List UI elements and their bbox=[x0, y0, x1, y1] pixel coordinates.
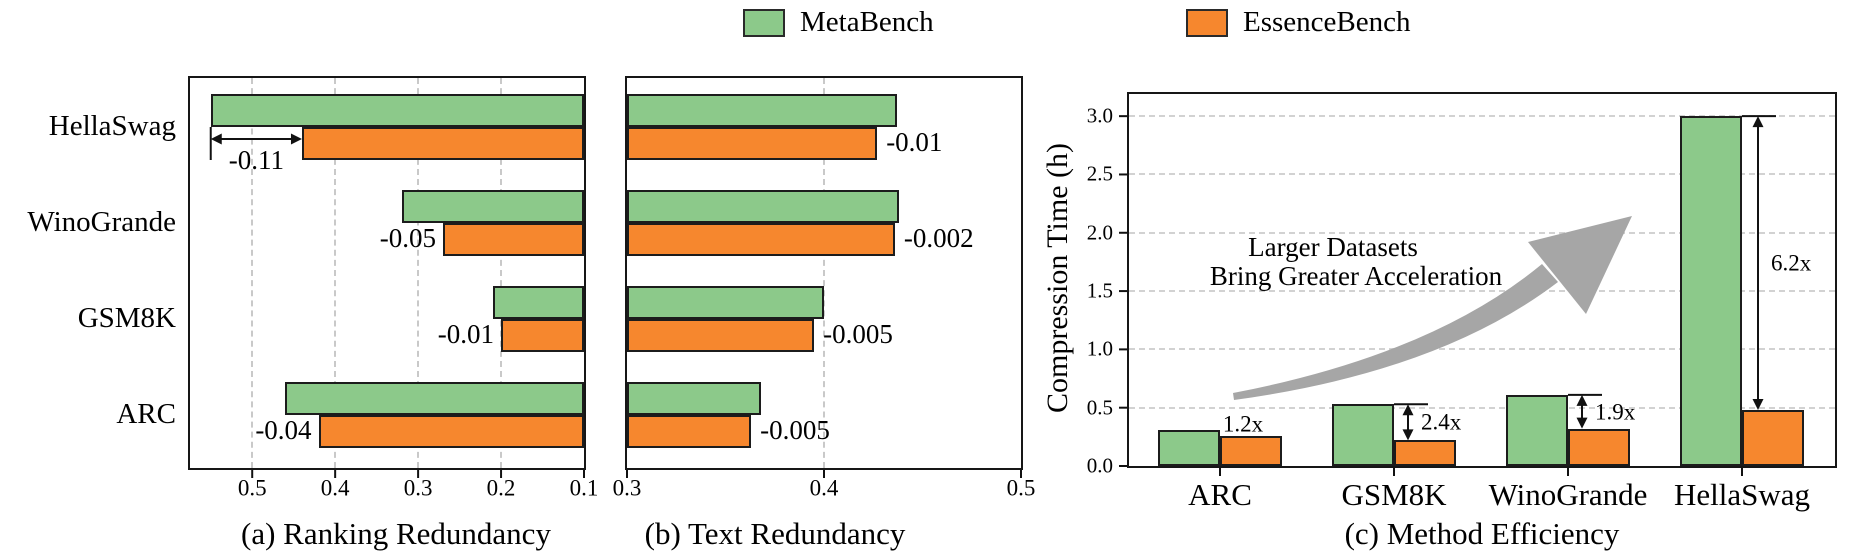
gridline-c-2.0 bbox=[1129, 231, 1835, 234]
diff-label-b-hellaswag: -0.01 bbox=[886, 127, 943, 158]
gridline-c-3.0 bbox=[1129, 115, 1835, 118]
panel-a-caption: (a) Ranking Redundancy bbox=[241, 516, 551, 551]
speedup-label-arc: 1.2x bbox=[1222, 411, 1264, 437]
ytick-label-c-1.5: 1.5 bbox=[1086, 278, 1113, 303]
xtick-label-a-0.5: 0.5 bbox=[237, 475, 267, 501]
speedup-label-winogrande: 1.9x bbox=[1595, 399, 1636, 425]
diff-label-b-winogrande: -0.002 bbox=[903, 223, 974, 254]
bar-c-essencebench-gsm8k bbox=[1394, 440, 1456, 466]
category-label-winogrande: WinoGrande bbox=[27, 206, 176, 239]
bar-a-essencebench-hellaswag bbox=[301, 127, 584, 160]
diff-label-a-winogrande: -0.05 bbox=[379, 223, 436, 254]
gridline-a-0.2 bbox=[500, 78, 503, 468]
bar-a-essencebench-winogrande bbox=[443, 223, 584, 256]
bar-a-metabench-arc bbox=[285, 382, 584, 415]
panel-b-caption: (b) Text Redundancy bbox=[644, 516, 906, 551]
ytick-label-c-2.0: 2.0 bbox=[1086, 220, 1113, 245]
legend-label-metabench: MetaBench bbox=[800, 6, 934, 38]
panel-c-annotation-line2: Bring Greater Acceleration bbox=[1209, 261, 1503, 292]
diff-label-a-hellaswag: -0.11 bbox=[228, 145, 284, 175]
ytick-label-c-0.0: 0.0 bbox=[1086, 453, 1113, 478]
bar-a-metabench-hellaswag bbox=[210, 94, 584, 127]
bar-b-essencebench-arc bbox=[627, 415, 752, 448]
speedup-label-gsm8k: 2.4x bbox=[1421, 409, 1462, 435]
ytick-label-c-0.5: 0.5 bbox=[1086, 395, 1113, 420]
diff-label-b-arc: -0.005 bbox=[760, 415, 830, 446]
gridline-c-2.5 bbox=[1129, 173, 1835, 176]
bar-c-metabench-hellaswag bbox=[1680, 116, 1742, 466]
ytick-label-c-1.0: 1.0 bbox=[1086, 336, 1113, 361]
bar-b-essencebench-winogrande bbox=[627, 223, 895, 256]
legend-label-essencebench: EssenceBench bbox=[1243, 6, 1411, 38]
category-label-c-arc: ARC bbox=[1188, 476, 1252, 512]
bar-a-metabench-gsm8k bbox=[492, 286, 584, 319]
legend-item-essencebench: EssenceBench bbox=[1186, 6, 1411, 39]
category-label-gsm8k: GSM8K bbox=[77, 302, 176, 335]
bar-b-metabench-arc bbox=[627, 382, 761, 415]
xtick-label-b-0.5: 0.5 bbox=[1006, 475, 1036, 501]
gridline-a-0.5 bbox=[251, 78, 254, 468]
diff-label-b-gsm8k: -0.005 bbox=[823, 319, 893, 350]
category-label-c-hellaswag: HellaSwag bbox=[1673, 476, 1811, 512]
panel-c-plot-area bbox=[1127, 92, 1837, 468]
bar-a-essencebench-arc bbox=[318, 415, 584, 448]
essencebench-color-swatch bbox=[1186, 8, 1228, 37]
bar-b-metabench-hellaswag bbox=[627, 94, 897, 127]
legend-item-metabench: MetaBench bbox=[743, 6, 934, 39]
ytick-label-c-3.0: 3.0 bbox=[1086, 103, 1113, 128]
speedup-label-hellaswag: 6.2x bbox=[1771, 250, 1812, 276]
gridline-a-0.4 bbox=[334, 78, 337, 468]
bar-c-metabench-arc bbox=[1158, 429, 1220, 466]
bar-c-essencebench-winogrande bbox=[1568, 428, 1630, 466]
panel-c-annotation-line1: Larger Datasets bbox=[1248, 232, 1418, 263]
gridline-c-0.5 bbox=[1129, 406, 1835, 409]
metabench-color-swatch bbox=[743, 8, 785, 37]
bar-a-essencebench-gsm8k bbox=[501, 319, 584, 352]
xtick-label-a-0.2: 0.2 bbox=[486, 475, 516, 501]
xtick-label-a-0.3: 0.3 bbox=[403, 475, 433, 501]
bar-c-metabench-winogrande bbox=[1506, 394, 1568, 466]
gridline-b-0.4 bbox=[823, 78, 825, 468]
bar-b-metabench-gsm8k bbox=[627, 286, 824, 319]
ytick-label-c-2.5: 2.5 bbox=[1086, 161, 1113, 186]
panel-a-plot-area bbox=[188, 76, 586, 470]
category-label-hellaswag: HellaSwag bbox=[48, 110, 176, 143]
panel-c-caption: (c) Method Efficiency bbox=[1344, 516, 1620, 551]
category-label-arc: ARC bbox=[116, 398, 176, 431]
bar-c-metabench-gsm8k bbox=[1332, 404, 1394, 466]
xtick-label-b-0.3: 0.3 bbox=[612, 475, 642, 501]
gridline-a-0.3 bbox=[417, 78, 420, 468]
xtick-label-b-0.4: 0.4 bbox=[809, 475, 839, 501]
xtick-label-a-0.1: 0.1 bbox=[569, 475, 599, 501]
diff-label-a-arc: -0.04 bbox=[255, 415, 312, 446]
bar-b-metabench-winogrande bbox=[627, 190, 899, 223]
bar-b-essencebench-gsm8k bbox=[627, 319, 815, 352]
bar-a-metabench-winogrande bbox=[401, 190, 584, 223]
bar-b-essencebench-hellaswag bbox=[627, 127, 878, 160]
bar-c-essencebench-hellaswag bbox=[1742, 410, 1804, 466]
xtick-label-a-0.4: 0.4 bbox=[320, 475, 350, 501]
panel-b-plot-area bbox=[625, 76, 1023, 470]
category-label-c-winogrande: WinoGrande bbox=[1488, 476, 1648, 512]
category-label-c-gsm8k: GSM8K bbox=[1341, 476, 1447, 512]
diff-label-a-gsm8k: -0.01 bbox=[437, 319, 495, 350]
bar-c-essencebench-arc bbox=[1220, 435, 1282, 466]
